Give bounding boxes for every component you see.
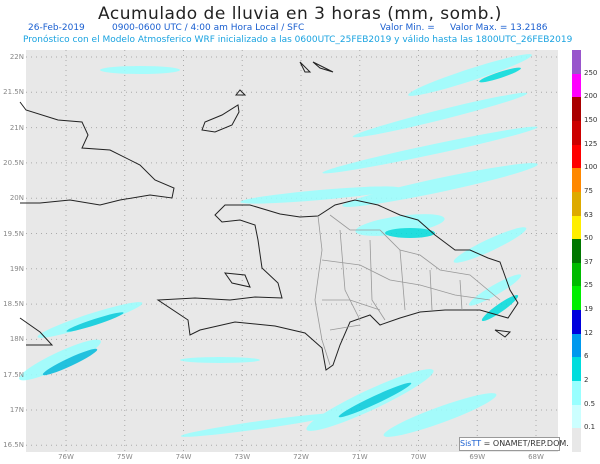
chart-title: Acumulado de lluvia en 3 horas (mm, somb… [98,4,502,24]
sistt-label: SisTT [460,439,482,448]
gonave-island [223,272,251,288]
lat-label: 18.5N [3,300,24,309]
colorbar-swatch [572,239,581,264]
colorbar-swatch [572,286,581,311]
lon-label: 69W [469,453,486,461]
lon-label: 75W [116,453,133,461]
lat-label: 17N [9,406,24,414]
date-label: 26-Feb-2019 [28,23,85,33]
colorbar-swatch [572,120,581,146]
colorbar-swatch [572,97,581,122]
lat-label: 20.5N [3,158,24,167]
colorbar-label: 63 [584,210,593,219]
colorbar-label: 2 [584,376,589,385]
lat-label: 22N [9,53,24,61]
lon-label: 73W [234,453,251,461]
colorbar-swatch [572,404,581,429]
colorbar-swatch [572,168,581,193]
lat-label: 20N [9,194,24,203]
coastlines [19,61,519,371]
credit-box: SisTT = ONAMET/REP.DOM. [459,437,569,451]
colorbar-swatch [572,333,581,358]
islands-coast [234,61,334,96]
lon-label: 71W [351,453,368,461]
colorbar-label: 50 [584,234,593,243]
colorbar-label: 37 [584,257,593,266]
colorbar-label: 6 [584,352,589,361]
colorbar-label: 19 [584,305,593,314]
colorbar-swatch [572,262,581,287]
colorbar-label: 0.1 [584,423,596,432]
hispaniola-coast [156,199,519,371]
lon-label: 74W [175,453,192,461]
saona-island [494,329,512,338]
lon-label: 70W [410,453,427,461]
lat-label: 17.5N [3,370,24,379]
org-label: = ONAMET/REP.DOM. [481,439,569,448]
rain-areas [19,54,538,437]
colorbar-swatch [572,357,581,382]
province-borders [314,214,501,366]
max-value: Valor Max. = 13.2186 [450,23,548,33]
lat-label: 16.5N [3,441,24,450]
lon-label: 76W [58,453,74,461]
colorbar-label: 200 [584,92,598,101]
colorbar-swatch [572,428,581,453]
lat-label: 21N [9,123,24,132]
lat-label: 21.5N [3,88,24,97]
colorbar-label: 100 [584,163,598,172]
lat-label: 19.5N [3,229,24,238]
colorbar-label: 125 [584,139,598,148]
period-label: 0900-0600 UTC / 4:00 am Hora Local / SFC [112,23,305,33]
colorbar-swatch [572,191,581,217]
lon-label: 72W [293,453,309,461]
jamaica-coast [19,317,54,346]
colorbar-swatch [572,215,581,240]
lat-label: 19N [9,264,24,273]
colorbar-label: 25 [584,281,593,290]
colorbar-swatch [572,144,581,169]
colorbar-label: 0.5 [584,399,596,408]
colorbar-label: 150 [584,115,598,124]
colorbar-swatch [572,73,581,98]
lon-label: 68W [528,453,544,461]
colorbar-swatch [572,310,581,335]
inagua-coast [201,104,240,133]
forecast-info: Pronóstico con el Modelo Atmosferico WRF… [23,35,573,45]
colorbar-swatch [572,381,581,406]
cuba-coast [19,101,175,206]
colorbar-label: 75 [584,186,593,195]
colorbar-label: 250 [584,68,598,77]
min-value: Valor Min. = [380,23,435,33]
colorbar-swatch [572,50,581,75]
lat-label: 18N [9,335,24,344]
colorbar-label: 12 [584,328,593,337]
